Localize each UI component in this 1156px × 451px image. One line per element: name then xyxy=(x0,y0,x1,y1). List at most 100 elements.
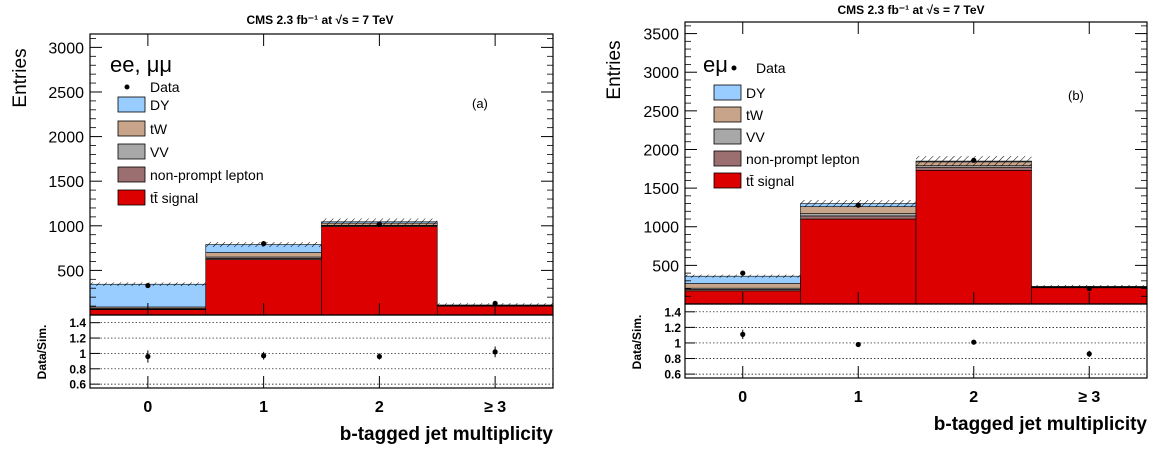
uncertainty-band xyxy=(685,274,801,278)
panel-b-ratio-ylabel: Data/Sim. xyxy=(630,315,644,370)
legend-ttbar-label: tt̄ signal xyxy=(746,173,794,189)
y-tick-label: 1000 xyxy=(643,220,679,237)
y-tick-label: 500 xyxy=(57,263,84,280)
y-tick-label: 2500 xyxy=(48,85,84,102)
ratio-point xyxy=(971,339,977,345)
ratio-point xyxy=(376,353,382,360)
panel-b: CMS 2.3 fb⁻¹ at √s = 7 TeV Entries Data/… xyxy=(604,3,1148,435)
ratio-y-tick-label: 0.6 xyxy=(69,378,86,392)
y-tick-label: 3000 xyxy=(643,65,679,82)
legend-tw-swatch xyxy=(713,106,742,123)
bar-segment xyxy=(205,252,322,258)
panel-a: CMS 2.3 fb⁻¹ at √s = 7 TeV Entries Data/… xyxy=(10,13,554,445)
x-tick-label: 1 xyxy=(259,399,268,416)
y-tick-label: 3500 xyxy=(643,27,679,44)
legend-ttbar-swatch xyxy=(117,189,146,206)
legend-data-label: Data xyxy=(756,60,786,76)
ratio-point xyxy=(145,353,151,360)
legend-dy-label: DY xyxy=(746,85,766,101)
legend-data-marker xyxy=(124,84,130,90)
y-tick-label: 1500 xyxy=(643,181,679,198)
panel-b-header: CMS 2.3 fb⁻¹ at √s = 7 TeV xyxy=(837,3,984,17)
ratio-y-tick-label: 1.2 xyxy=(664,321,681,335)
ratio-frame xyxy=(89,314,554,389)
data-point xyxy=(740,270,746,276)
ratio-y-tick-label: 0.6 xyxy=(664,368,681,382)
legend-data-marker xyxy=(731,65,737,71)
legend-vv-swatch xyxy=(117,143,146,160)
data-point xyxy=(1086,285,1092,292)
legend-tw-label: tW xyxy=(150,121,168,137)
ratio-y-tick-label: 0.8 xyxy=(664,352,681,366)
ratio-point xyxy=(740,331,746,337)
panel-b-ylabel: Entries xyxy=(604,40,625,99)
ratio-y-tick-label: 1 xyxy=(79,347,86,361)
legend-nonprompt-label: non-prompt lepton xyxy=(746,151,860,167)
panel-b-channel: eμ xyxy=(703,52,728,77)
legend-ttbar-label: tt̄ signal xyxy=(150,190,198,206)
legend-tw-swatch xyxy=(117,120,146,137)
panel-b-xlabel: b-tagged jet multiplicity xyxy=(934,414,1148,435)
legend-tw-label: tW xyxy=(746,107,764,123)
ratio-y-tick-label: 1.4 xyxy=(664,305,681,319)
legend-vv-swatch xyxy=(713,128,742,145)
data-point xyxy=(855,202,861,208)
x-tick-label: ≥ 3 xyxy=(1078,389,1100,406)
legend-dy-swatch xyxy=(713,84,742,101)
bar-segment xyxy=(800,218,917,305)
panel-a-ratio-ylabel: Data/Sim. xyxy=(35,325,49,380)
ratio-frame xyxy=(684,303,1148,379)
ratio-y-tick-label: 0.8 xyxy=(69,362,86,376)
data-point xyxy=(376,221,382,227)
panel-a-label: (a) xyxy=(472,96,488,111)
panel-a-xlabel: b-tagged jet multiplicity xyxy=(340,424,554,445)
y-tick-label: 2000 xyxy=(643,142,679,159)
bar-segment xyxy=(800,213,917,217)
panel-b-legend: Data DY tW VV non-prompt lepton tt̄ sign… xyxy=(713,60,860,189)
ratio-y-tick-label: 1 xyxy=(674,336,681,350)
panel-a-ylabel: Entries xyxy=(10,48,31,107)
x-tick-label: 1 xyxy=(854,389,863,406)
legend-nonprompt-label: non-prompt lepton xyxy=(150,167,264,183)
data-point xyxy=(145,282,151,289)
panel-a-channel: ee, μμ xyxy=(110,52,172,77)
panel-b-x-ticks: 0 1 2 ≥ 3 xyxy=(738,22,1100,406)
x-tick-label: 0 xyxy=(143,399,152,416)
ratio-point xyxy=(1086,351,1092,357)
ratio-point xyxy=(261,353,267,359)
y-tick-label: 1000 xyxy=(48,219,84,236)
legend-dy-label: DY xyxy=(150,97,170,113)
x-tick-label: 2 xyxy=(375,399,384,416)
y-tick-label: 2500 xyxy=(643,104,679,121)
legend-dy-swatch xyxy=(117,96,146,113)
legend-vv-label: VV xyxy=(746,129,765,145)
y-tick-label: 3000 xyxy=(48,40,84,57)
data-point xyxy=(971,157,977,163)
data-point xyxy=(261,241,267,247)
legend-data-label: Data xyxy=(150,79,180,95)
panel-b-main-plot: 500 1000 1500 2000 2500 3000 3500 xyxy=(643,21,1148,305)
panel-a-x-ticks: 0 1 2 ≥ 3 xyxy=(143,34,506,416)
x-tick-label: 0 xyxy=(738,389,747,406)
y-tick-label: 2000 xyxy=(48,130,84,147)
x-tick-label: ≥ 3 xyxy=(484,399,506,416)
ratio-y-tick-label: 1.4 xyxy=(69,316,86,330)
panel-a-legend: Data DY tW VV non-prompt lepton tt̄ sign… xyxy=(117,79,264,206)
panel-a-header: CMS 2.3 fb⁻¹ at √s = 7 TeV xyxy=(246,13,393,27)
y-tick-label: 1500 xyxy=(48,174,84,191)
panel-b-ratio-plot: 0.6 0.8 11.2 1.4 xyxy=(664,303,1148,382)
ratio-point xyxy=(492,349,498,355)
bar-segment xyxy=(915,166,1032,171)
legend-nonprompt-swatch xyxy=(713,150,742,167)
bar-segment xyxy=(321,226,438,316)
ratio-point xyxy=(855,341,861,348)
bar-segment xyxy=(915,170,1032,305)
panel-b-label: (b) xyxy=(1068,88,1084,103)
x-tick-label: 2 xyxy=(969,389,978,406)
bar-segment xyxy=(800,215,917,220)
y-tick-label: 500 xyxy=(652,258,679,275)
legend-nonprompt-swatch xyxy=(117,166,146,183)
panel-a-ratio-plot: 0.6 0.811.2 1.4 xyxy=(69,314,554,392)
legend-ttbar-swatch xyxy=(713,172,742,189)
